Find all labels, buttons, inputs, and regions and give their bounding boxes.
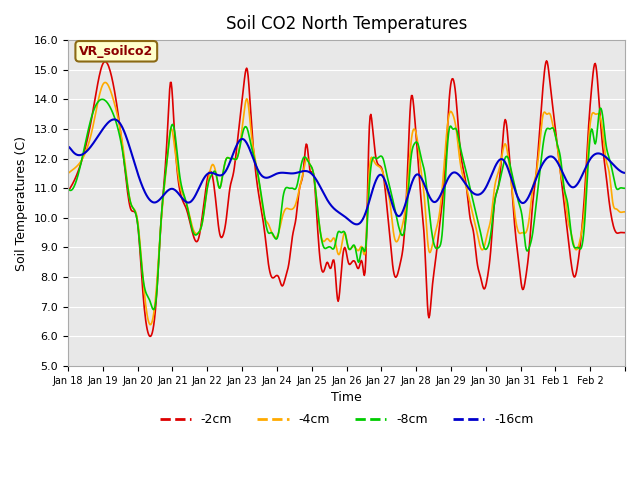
-2cm: [621, 230, 629, 236]
-8cm: [261, 216, 269, 221]
-16cm: [436, 192, 444, 198]
-16cm: [353, 221, 360, 227]
Text: VR_soilco2: VR_soilco2: [79, 45, 154, 58]
-2cm: [282, 276, 289, 282]
Title: Soil CO2 North Temperatures: Soil CO2 North Temperatures: [226, 15, 467, 33]
-4cm: [234, 155, 241, 161]
-4cm: [436, 202, 444, 208]
-8cm: [131, 207, 138, 213]
-4cm: [406, 160, 413, 166]
-16cm: [111, 117, 118, 122]
Line: -4cm: -4cm: [68, 83, 625, 324]
-8cm: [621, 185, 629, 191]
-4cm: [147, 322, 154, 327]
-2cm: [64, 188, 72, 194]
-16cm: [282, 170, 289, 176]
Line: -8cm: -8cm: [68, 99, 625, 310]
Legend: -2cm, -4cm, -8cm, -16cm: -2cm, -4cm, -8cm, -16cm: [154, 408, 538, 432]
-8cm: [282, 185, 290, 191]
-4cm: [131, 206, 138, 212]
-16cm: [64, 144, 72, 149]
-4cm: [282, 206, 290, 212]
Y-axis label: Soil Temperatures (C): Soil Temperatures (C): [15, 135, 28, 271]
-16cm: [406, 188, 413, 193]
-16cm: [260, 174, 268, 180]
-2cm: [147, 334, 154, 339]
-4cm: [261, 216, 269, 221]
-4cm: [64, 170, 72, 176]
Line: -16cm: -16cm: [68, 120, 625, 224]
-8cm: [64, 185, 72, 191]
-2cm: [233, 147, 241, 153]
-2cm: [129, 208, 137, 214]
-4cm: [101, 80, 109, 85]
-16cm: [131, 159, 138, 165]
Line: -2cm: -2cm: [68, 61, 625, 336]
-2cm: [543, 58, 550, 64]
-8cm: [406, 174, 413, 180]
-2cm: [436, 221, 444, 227]
-8cm: [150, 307, 157, 312]
-2cm: [260, 225, 268, 231]
-8cm: [99, 96, 106, 102]
-8cm: [234, 155, 241, 161]
-16cm: [621, 170, 629, 176]
-2cm: [404, 141, 412, 146]
-16cm: [233, 143, 241, 149]
X-axis label: Time: Time: [331, 391, 362, 404]
-8cm: [436, 241, 444, 247]
-4cm: [621, 209, 629, 215]
